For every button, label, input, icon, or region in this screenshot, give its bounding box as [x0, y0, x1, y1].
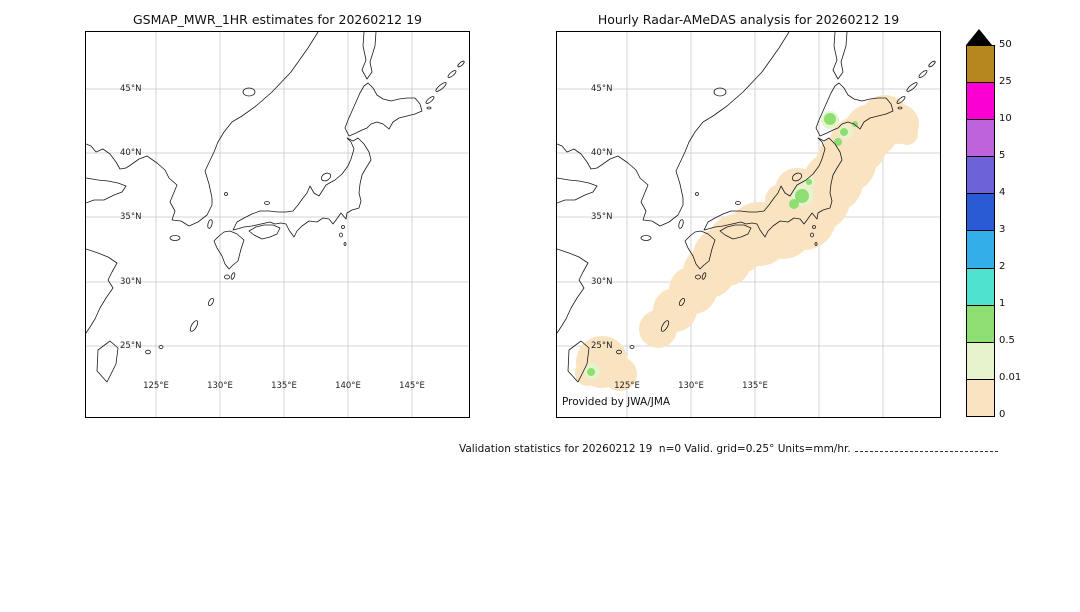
colorbar-tick-label: 3	[999, 224, 1006, 235]
colorbar-segment	[967, 119, 994, 157]
colorbar-labels: 50 25 10 5 4 3 2 1 0.5 0.01 0	[999, 39, 1043, 420]
gsmap-map-canvas	[86, 32, 469, 417]
colorbar-segment	[967, 378, 994, 416]
validation-text: Validation statistics for 20260212 19 n=…	[459, 443, 851, 455]
lat-tick-label: 45°N	[591, 84, 613, 94]
coastline-graphic	[86, 32, 465, 383]
precip-green-patches	[587, 113, 858, 376]
lon-tick-label: 125°E	[614, 381, 640, 391]
colorbar-tick-label: 25	[999, 76, 1012, 87]
colorbar-segment	[967, 341, 994, 379]
footer-dashed-line	[854, 450, 998, 452]
radar-panel-title: Hourly Radar-AMeDAS analysis for 2026021…	[597, 12, 900, 27]
lat-tick-label: 40°N	[120, 148, 142, 158]
gridlines	[86, 32, 469, 417]
lon-tick-label: 135°E	[271, 381, 297, 391]
colorbar-tick-label: 10	[999, 113, 1012, 124]
credit-text: Provided by JWA/JMA	[562, 396, 671, 408]
gsmap-panel: GSMAP_MWR_1HR estimates for 20260212 19	[85, 12, 470, 418]
validation-footer: Validation statistics for 20260212 19 n=…	[459, 443, 998, 455]
lon-tick-label: 125°E	[143, 381, 169, 391]
colorbar-tick-label: 50	[999, 39, 1012, 50]
lon-tick-label: 135°E	[742, 381, 768, 391]
colorbar-segment	[967, 156, 994, 194]
lon-tick-label: 140°E	[335, 381, 361, 391]
colorbar-tick-label: 2	[999, 261, 1006, 272]
colorbar-segments	[966, 45, 995, 417]
colorbar-segment	[967, 267, 994, 305]
lat-tick-label: 40°N	[591, 148, 613, 158]
colorbar-tick-label: 0.01	[999, 372, 1022, 383]
colorbar-segment	[967, 193, 994, 231]
colorbar-tick-label: 4	[999, 187, 1006, 198]
colorbar-overflow-triangle	[966, 29, 992, 45]
radar-map-canvas	[557, 32, 940, 417]
lat-tick-label: 25°N	[591, 341, 613, 351]
lon-tick-label: 130°E	[678, 381, 704, 391]
lon-tick-label: 145°E	[399, 381, 425, 391]
colorbar-segment	[967, 46, 994, 83]
lat-tick-label: 30°N	[120, 277, 142, 287]
lat-tick-label: 45°N	[120, 84, 142, 94]
radar-panel: Hourly Radar-AMeDAS analysis for 2026021…	[556, 12, 941, 418]
colorbar-tick-label: 0.5	[999, 335, 1015, 346]
precip-trace-band	[575, 95, 919, 391]
lat-tick-label: 35°N	[591, 212, 613, 222]
colorbar-tick-label: 1	[999, 298, 1006, 309]
colorbar-tick-label: 5	[999, 150, 1006, 161]
lat-tick-label: 25°N	[120, 341, 142, 351]
lon-tick-label: 130°E	[207, 381, 233, 391]
colorbar-segment	[967, 230, 994, 268]
gsmap-panel-title: GSMAP_MWR_1HR estimates for 20260212 19	[133, 12, 422, 27]
colorbar-tick-label: 0	[999, 409, 1006, 420]
lat-tick-label: 30°N	[591, 277, 613, 287]
lat-tick-label: 35°N	[120, 212, 142, 222]
colorbar-segment	[967, 82, 994, 120]
colorbar-segment	[967, 304, 994, 342]
